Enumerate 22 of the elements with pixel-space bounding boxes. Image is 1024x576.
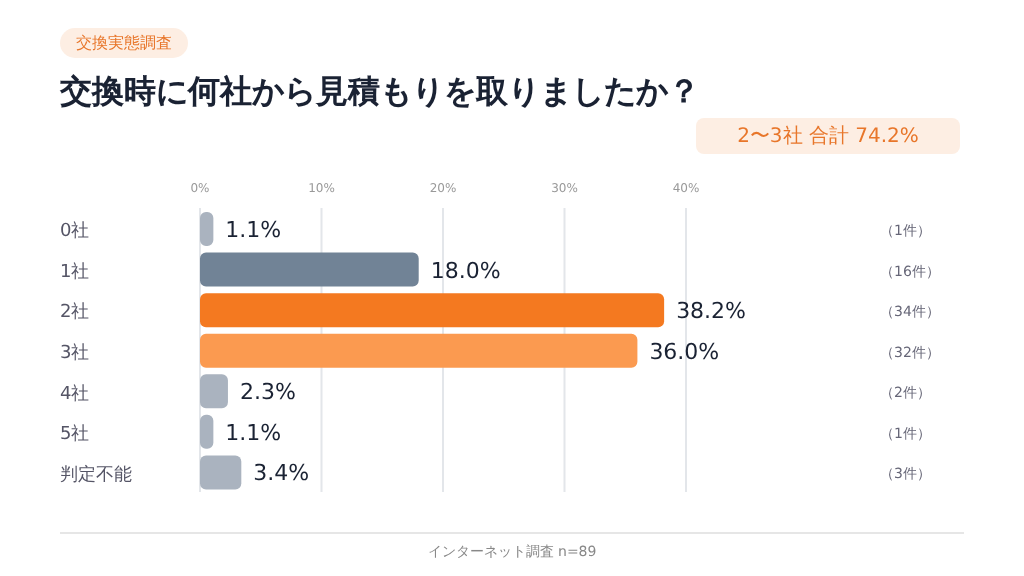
data-label: 3.4% [253, 460, 310, 487]
y-tick-label: 判定不能 [60, 463, 132, 486]
data-label: 38.2% [676, 298, 747, 325]
y-tick-label: 1社 [60, 260, 90, 283]
y-tick-label: 2社 [60, 301, 90, 324]
data-label: 36.0% [649, 338, 720, 365]
chart-title: 交換時に何社から見積もりを取りましたか？ [60, 72, 700, 114]
data-label: 2.3% [239, 379, 296, 406]
y-tick-label: 0社 [60, 220, 90, 243]
bar [200, 374, 228, 409]
bar [200, 293, 665, 328]
y-tick-label: 4社 [60, 382, 90, 405]
data-label: 1.1% [225, 419, 282, 446]
bar [200, 252, 419, 287]
data-label: 1.1% [225, 217, 282, 243]
bar [200, 455, 242, 490]
bar [200, 333, 638, 368]
y-tick-label: 5社 [60, 423, 90, 446]
tag-pill: 交換実態調査 [60, 28, 188, 58]
y-tick-label: 3社 [60, 342, 90, 364]
data-label: 18.0% [430, 257, 501, 284]
text: 2〜3社 合計 74.2% [696, 118, 960, 154]
